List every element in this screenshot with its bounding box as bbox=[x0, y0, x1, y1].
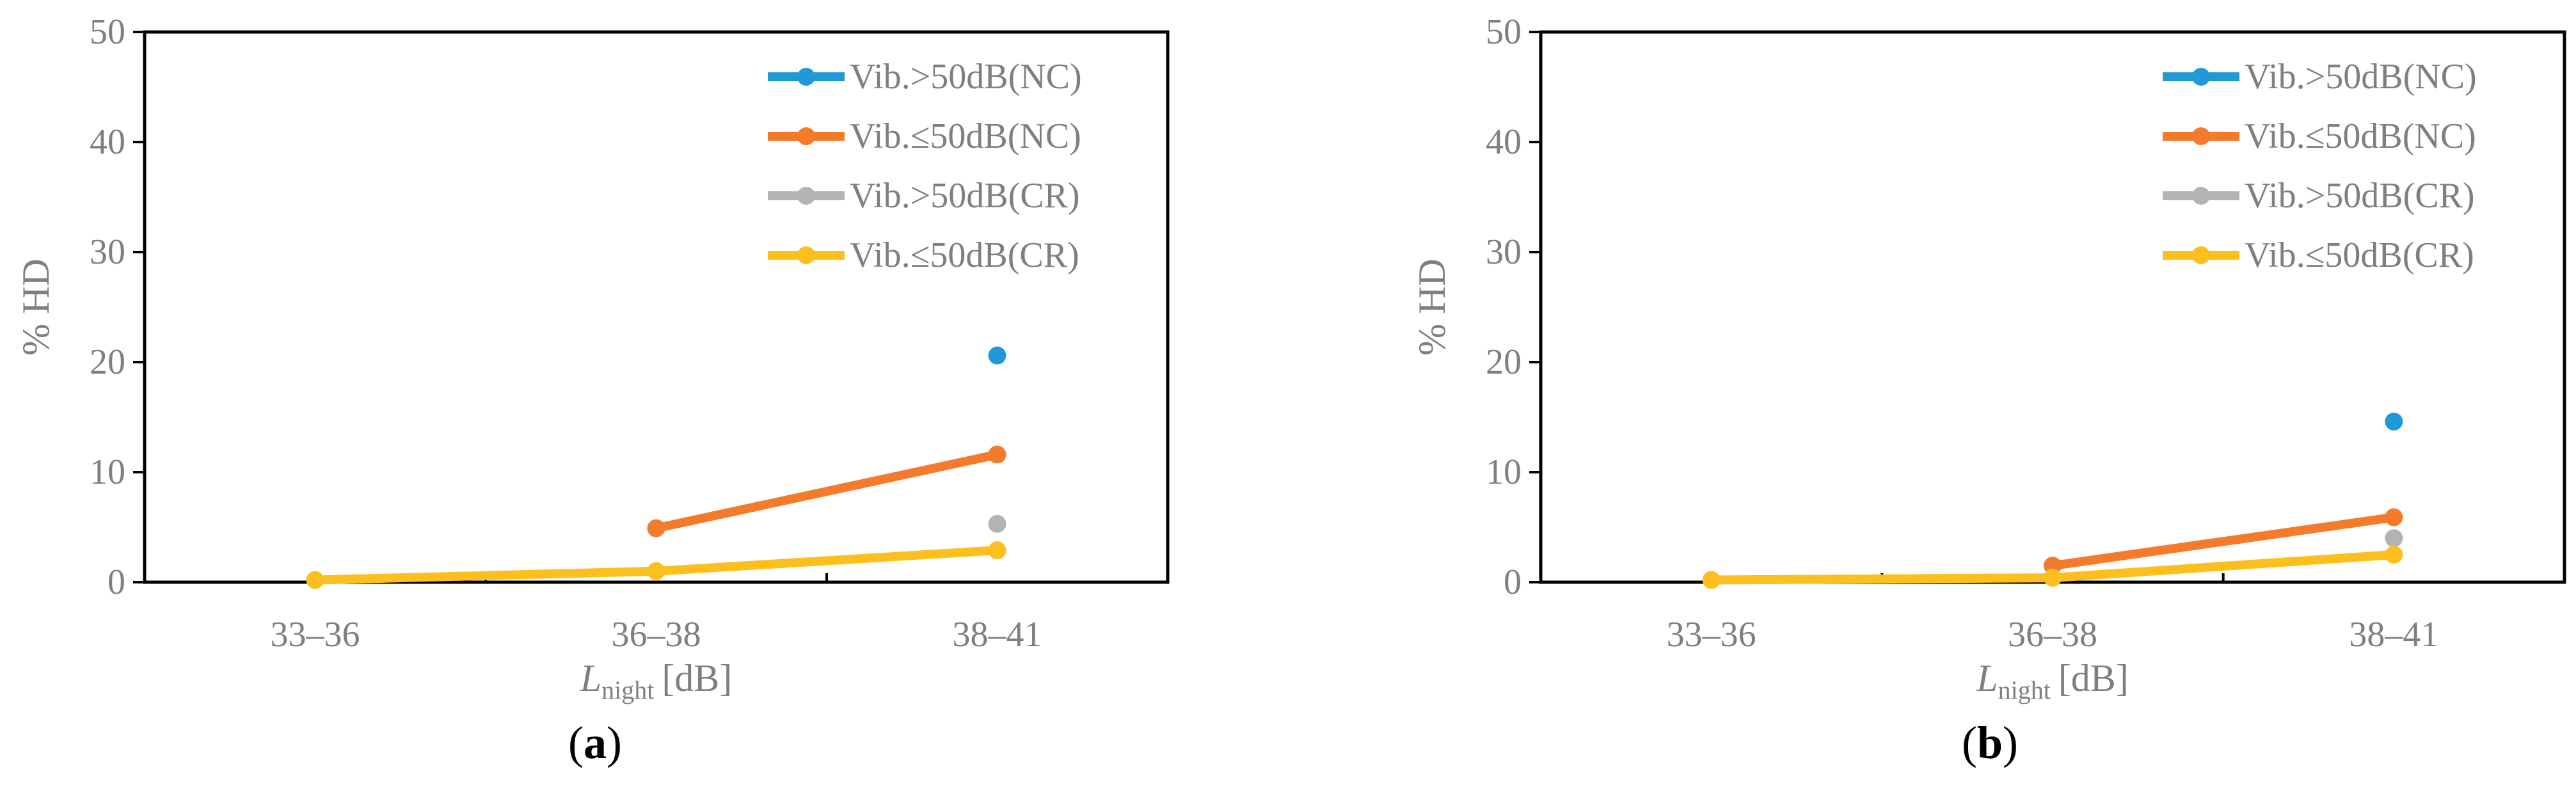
x-axis-title-subscript: night bbox=[1998, 676, 2051, 704]
y-tick-label: 20 bbox=[90, 342, 125, 382]
panel-caption: (b) bbox=[1962, 717, 2018, 768]
x-axis-title-subscript: night bbox=[601, 676, 654, 704]
data-point bbox=[306, 571, 324, 589]
x-tick-label: 36–38 bbox=[2008, 615, 2097, 654]
x-tick-label: 33–36 bbox=[271, 615, 360, 654]
series-line-3 bbox=[651, 546, 1002, 576]
data-point bbox=[647, 519, 665, 537]
panel-caption-close-paren: ) bbox=[2003, 717, 2018, 768]
series-line-3 bbox=[1706, 573, 2057, 585]
chart-panel-a: 0 10 20 30 40 50 33–36 36–38 38–41 % HD Lnight [dB]… bbox=[15, 12, 1170, 768]
legend-entry-label: Vib.>50dB(NC) bbox=[2245, 57, 2477, 97]
legend-swatch-marker bbox=[797, 187, 815, 205]
legend-entry-label: Vib.≤50dB(NC) bbox=[2245, 116, 2476, 156]
legend-entry-label: Vib.≤50dB(CR) bbox=[850, 235, 1079, 275]
panel-caption-letter: a bbox=[584, 717, 607, 768]
y-tick-label: 30 bbox=[90, 232, 125, 272]
legend-swatch-marker bbox=[797, 246, 815, 264]
data-point bbox=[988, 445, 1006, 464]
panel-caption: (a) bbox=[568, 717, 622, 768]
x-axis-title-main: L bbox=[1976, 657, 1998, 699]
x-axis-title: Lnight [dB] bbox=[1976, 657, 2129, 704]
plot-area-frame bbox=[1539, 30, 2566, 584]
y-tick-label: 40 bbox=[90, 122, 125, 162]
data-point bbox=[988, 514, 1006, 533]
y-axis-title: % HD bbox=[1411, 258, 1453, 356]
data-point bbox=[2385, 529, 2403, 548]
y-tick-label: 10 bbox=[90, 452, 125, 492]
legend-entry-label: Vib.>50dB(NC) bbox=[850, 57, 1082, 97]
series-line-1 bbox=[651, 450, 1002, 533]
plot-area-frame bbox=[143, 30, 1170, 584]
x-tick-label: 36–38 bbox=[612, 615, 701, 654]
chart-panel-b: 0 10 20 30 40 50 33–36 36–38 38–41 % HD Lnight [dB]… bbox=[1411, 12, 2566, 768]
data-point bbox=[2044, 569, 2062, 587]
data-point bbox=[988, 346, 1006, 365]
x-tick-label: 38–41 bbox=[953, 615, 1042, 654]
legend-entry-label: Vib.≤50dB(CR) bbox=[2245, 235, 2474, 275]
data-point bbox=[2385, 546, 2403, 564]
data-point bbox=[2385, 508, 2403, 527]
series-line-3 bbox=[310, 566, 661, 585]
y-tick-label: 20 bbox=[1486, 342, 1522, 382]
x-axis-title-main: L bbox=[580, 657, 601, 699]
legend-entry-label: Vib.>50dB(CR) bbox=[850, 176, 1080, 216]
y-axis-title: % HD bbox=[15, 258, 57, 356]
panel-caption-open-paren: ( bbox=[1962, 717, 1977, 768]
legend-swatch-marker bbox=[2192, 246, 2210, 264]
legend-swatch-marker bbox=[2192, 68, 2210, 86]
x-tick-label: 33–36 bbox=[1667, 615, 1756, 654]
x-tick-label: 38–41 bbox=[2349, 615, 2438, 654]
y-tick-label: 50 bbox=[1486, 12, 1522, 52]
y-tick-label: 0 bbox=[1504, 562, 1522, 602]
data-point bbox=[988, 541, 1006, 560]
panel-caption-close-paren: ) bbox=[607, 717, 622, 768]
x-axis-title-unit: [dB] bbox=[2058, 657, 2129, 699]
data-point bbox=[1702, 571, 1721, 589]
series-line-3 bbox=[2048, 550, 2399, 583]
legend-swatch-marker bbox=[797, 68, 815, 86]
y-tick-label: 30 bbox=[1486, 232, 1522, 272]
x-axis-title-unit: [dB] bbox=[662, 657, 732, 699]
legend-entry-label: Vib.>50dB(CR) bbox=[2245, 176, 2475, 216]
y-tick-label: 10 bbox=[1486, 452, 1522, 492]
y-tick-label: 50 bbox=[90, 12, 125, 52]
data-point bbox=[2385, 412, 2403, 431]
data-point bbox=[647, 562, 665, 580]
legend-swatch-marker bbox=[797, 127, 815, 145]
y-tick-label: 40 bbox=[1486, 122, 1522, 162]
panel-caption-open-paren: ( bbox=[568, 717, 584, 768]
panel-caption-letter: b bbox=[1977, 717, 2003, 768]
legend-entry-label: Vib.≤50dB(NC) bbox=[850, 116, 1081, 156]
legend-swatch-marker bbox=[2192, 127, 2210, 145]
legend-swatch-marker bbox=[2192, 187, 2210, 205]
y-tick-label: 0 bbox=[107, 562, 125, 602]
x-axis-title: Lnight [dB] bbox=[580, 657, 733, 704]
series-line-1 bbox=[2048, 512, 2399, 571]
